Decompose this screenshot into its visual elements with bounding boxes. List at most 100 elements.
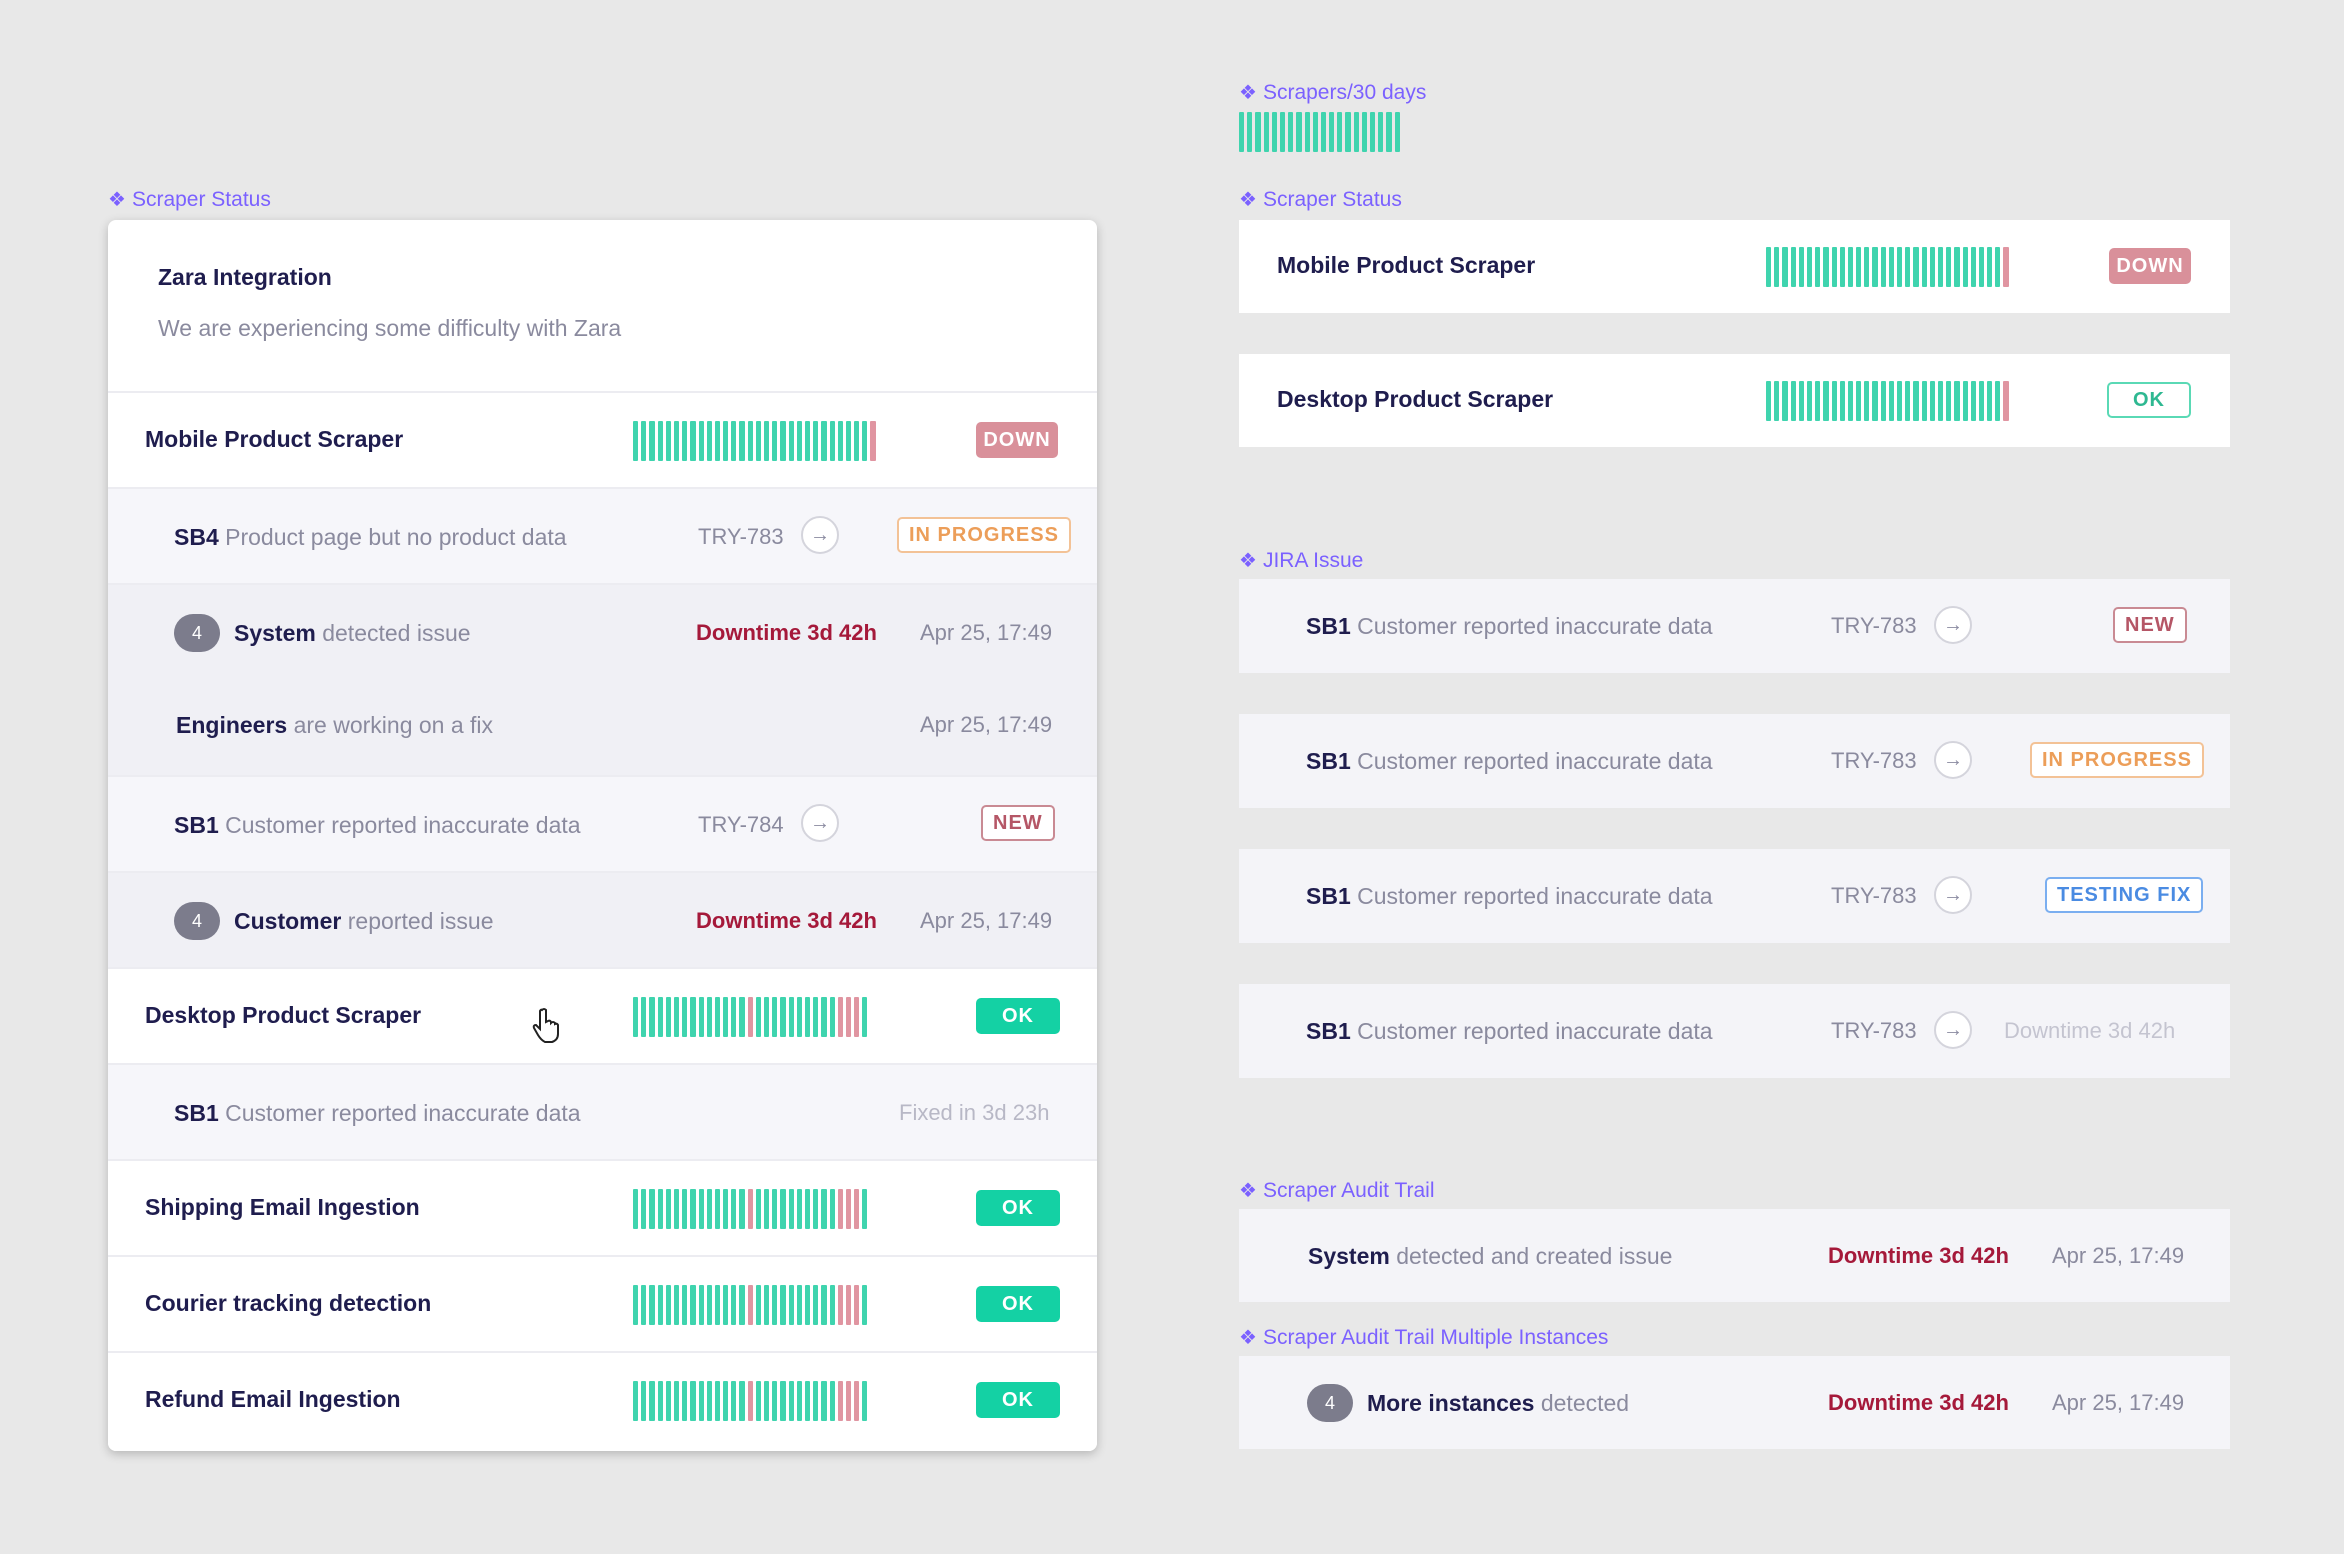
open-ticket-arrow-icon[interactable]: →	[801, 516, 839, 554]
jira-issue-panel[interactable]: SB1 Customer reported inaccurate data TR…	[1239, 579, 2230, 673]
uptime-bar-up	[1239, 112, 1245, 152]
uptime-bar-empty	[1411, 112, 1416, 152]
ticket-id: TRY-783	[1831, 1018, 1917, 1043]
jira-issue-panel[interactable]: SB1 Customer reported inaccurate data TR…	[1239, 849, 2230, 943]
uptime-bar-up	[673, 1285, 680, 1325]
uptime-bar-up	[673, 421, 680, 461]
uptime-bar-up	[1962, 247, 1968, 287]
uptime-bar-up	[682, 997, 688, 1037]
issue-summary: SB1 Customer reported inaccurate data	[174, 812, 581, 839]
uptime-bar-up	[796, 997, 802, 1037]
uptime-bar-up	[780, 1381, 786, 1421]
uptime-bar-up	[723, 421, 729, 461]
open-ticket-arrow-icon[interactable]: →	[801, 804, 839, 842]
uptime-bar-up	[1271, 112, 1277, 152]
jira-issue-panel[interactable]: SB1 Customer reported inaccurate data TR…	[1239, 714, 2230, 808]
issue-row-desktop-sb1[interactable]: SB1 Customer reported inaccurate data Fi…	[108, 1063, 1097, 1159]
uptime-bar-up	[1782, 381, 1788, 421]
timestamp: Apr 25, 17:49	[920, 908, 1053, 933]
uptime-bar-up	[690, 997, 696, 1037]
uptime-bar-up	[665, 421, 671, 461]
uptime-bar-up	[788, 1189, 794, 1229]
component-label-text: Scraper Status	[1262, 187, 1402, 211]
uptime-bar-empty	[1427, 112, 1432, 152]
ticket-id: TRY-783	[1831, 883, 1917, 908]
status-badge: TESTING FIX	[2045, 877, 2204, 913]
uptime-bar-up	[1864, 247, 1870, 287]
audit-text: More instances detected	[1367, 1390, 1629, 1417]
uptime-bar-up	[747, 421, 753, 461]
uptime-bar-up	[633, 1285, 639, 1325]
open-ticket-arrow-icon[interactable]: →	[1934, 1011, 1972, 1049]
uptime-bar-up	[723, 1381, 729, 1421]
uptime-bar-up	[698, 421, 704, 461]
uptime-bar-up	[1774, 381, 1780, 421]
scraper-row-refund[interactable]: Refund Email Ingestion OK	[108, 1351, 1097, 1451]
uptime-bar-up	[731, 1189, 737, 1229]
uptime-bar-up	[1839, 247, 1845, 287]
uptime-bar-up	[1790, 381, 1796, 421]
instance-count-badge: 4	[174, 902, 220, 940]
uptime-bar-up	[657, 997, 663, 1037]
scraper-row-desktop[interactable]: Desktop Product Scraper OK	[108, 967, 1097, 1063]
open-ticket-arrow-icon[interactable]: →	[1934, 876, 1972, 914]
uptime-bar-up	[633, 421, 639, 461]
status-badge: DOWN	[2109, 248, 2191, 284]
uptime-bar-up	[821, 1285, 827, 1325]
status-panel-mobile[interactable]: Mobile Product Scraper DOWN	[1239, 220, 2230, 313]
uptime-bar-empty	[1419, 112, 1424, 152]
uptime-bar-up	[1337, 112, 1343, 152]
scraper-row-shipping[interactable]: Shipping Email Ingestion OK	[108, 1159, 1097, 1255]
issue-summary: SB1 Customer reported inaccurate data	[174, 1100, 581, 1127]
uptime-bar-down	[845, 1285, 852, 1325]
uptime-bar-up	[755, 997, 761, 1037]
component-icon: ❖	[1239, 1327, 1257, 1349]
scraper-row-courier[interactable]: Courier tracking detection OK	[108, 1255, 1097, 1351]
issue-row-sb1[interactable]: SB1 Customer reported inaccurate data TR…	[108, 775, 1097, 871]
uptime-bar-up	[739, 421, 745, 461]
uptime-bar-up	[682, 1285, 688, 1325]
uptime-bar-up	[673, 1189, 680, 1229]
uptime-bar-up	[698, 997, 704, 1037]
uptime-bar-down	[2003, 381, 2009, 421]
uptime-bar-up	[723, 1285, 729, 1325]
hand-cursor-icon	[532, 1007, 562, 1050]
issue-code: SB1	[1306, 883, 1351, 909]
jira-issue-panel[interactable]: SB1 Customer reported inaccurate data TR…	[1239, 984, 2230, 1078]
uptime-bar-up	[780, 997, 786, 1037]
uptime-bar-up	[1766, 247, 1772, 287]
uptime-bar-up	[804, 1285, 811, 1325]
uptime-bar-up	[1872, 247, 1878, 287]
issue-row-sb4[interactable]: SB4 Product page but no product data TRY…	[108, 487, 1097, 583]
uptime-bar-up	[804, 1381, 811, 1421]
uptime-bar-up	[862, 1285, 868, 1325]
uptime-bar-empty	[1436, 112, 1441, 152]
uptime-bar-up	[780, 1285, 786, 1325]
uptime-bar-up	[764, 1189, 770, 1229]
uptime-bar-up	[1937, 247, 1944, 287]
status-panel-desktop[interactable]: Desktop Product Scraper OK	[1239, 354, 2230, 447]
uptime-bar-up	[739, 1285, 745, 1325]
uptime-bar-up	[1970, 247, 1976, 287]
uptime-bar-up	[714, 1285, 721, 1325]
uptime-bar-up	[1766, 381, 1772, 421]
instance-count-badge: 4	[1307, 1384, 1353, 1422]
component-icon: ❖	[1239, 550, 1257, 572]
uptime-bar-up	[641, 1285, 647, 1325]
uptime-bar-down	[870, 421, 876, 461]
uptime-bar-up	[1815, 247, 1821, 287]
uptime-bar-up	[649, 1189, 655, 1229]
uptime-bar-up	[1847, 247, 1854, 287]
open-ticket-arrow-icon[interactable]: →	[1934, 606, 1972, 644]
uptime-bar-down	[845, 1189, 852, 1229]
open-ticket-arrow-icon[interactable]: →	[1934, 741, 1972, 779]
scraper-row-mobile[interactable]: Mobile Product Scraper DOWN	[108, 391, 1097, 487]
uptime-bar-up	[1929, 247, 1935, 287]
uptime-bar-up	[673, 997, 680, 1037]
uptime-bar-up	[649, 997, 655, 1037]
issue-text: Customer reported inaccurate data	[1357, 883, 1713, 909]
uptime-bars	[633, 1285, 868, 1325]
uptime-bar-up	[657, 1285, 663, 1325]
uptime-bar-up	[1995, 247, 2001, 287]
audit-action: detected and created issue	[1396, 1243, 1673, 1269]
